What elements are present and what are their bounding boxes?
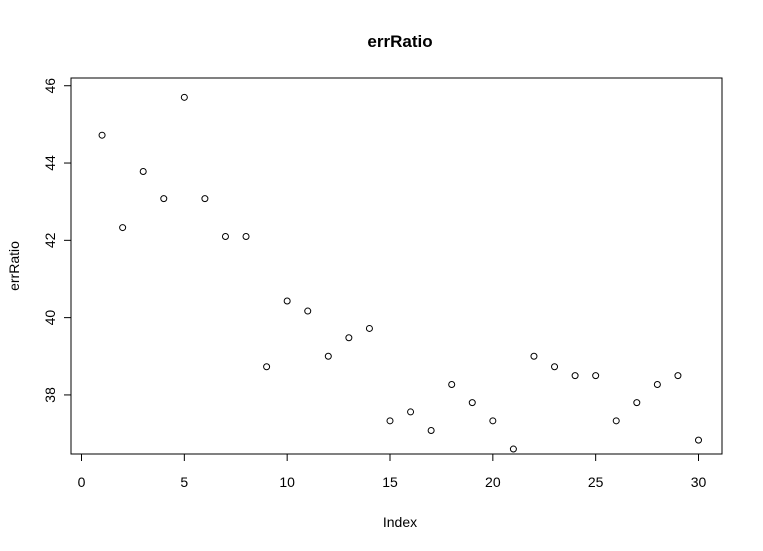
x-tick-label: 30 <box>691 474 707 490</box>
data-points <box>98 93 702 453</box>
y-tick-label: 42 <box>42 232 58 248</box>
data-point <box>674 372 682 380</box>
data-point <box>221 232 229 240</box>
data-point <box>180 93 188 101</box>
x-axis: 0 5 10 15 20 25 30 <box>78 453 707 490</box>
data-point <box>592 372 600 380</box>
data-point <box>119 224 127 232</box>
data-point <box>695 436 702 444</box>
y-axis-label: errRatio <box>6 241 22 291</box>
data-point <box>139 168 147 176</box>
data-point <box>530 352 538 360</box>
data-point <box>448 380 456 388</box>
data-point <box>551 363 559 371</box>
x-tick-label: 25 <box>588 474 604 490</box>
data-point <box>612 417 620 425</box>
data-point <box>509 445 517 453</box>
x-tick-label: 20 <box>485 474 501 490</box>
data-point <box>407 408 415 416</box>
data-point <box>98 131 106 139</box>
data-point <box>263 363 271 371</box>
data-point <box>304 307 312 315</box>
data-point <box>283 297 291 305</box>
data-point <box>160 195 168 203</box>
y-tick-label: 44 <box>42 155 58 171</box>
data-point <box>489 417 497 425</box>
data-point <box>571 372 579 380</box>
y-tick-label: 38 <box>42 387 58 403</box>
y-axis: 38 40 42 44 46 <box>42 78 72 403</box>
x-tick-label: 5 <box>180 474 188 490</box>
data-point <box>201 195 209 203</box>
data-point <box>324 352 332 360</box>
data-point <box>427 426 435 434</box>
y-tick-label: 46 <box>42 78 58 94</box>
y-tick-label: 40 <box>42 310 58 326</box>
x-axis-label: Index <box>383 514 417 530</box>
data-point <box>633 399 641 407</box>
x-tick-label: 15 <box>382 474 398 490</box>
data-point <box>653 380 661 388</box>
data-point <box>365 324 373 332</box>
data-point <box>242 232 250 240</box>
data-point <box>345 334 353 342</box>
x-tick-label: 0 <box>78 474 86 490</box>
chart-title: errRatio <box>367 32 432 51</box>
data-point <box>468 399 476 407</box>
x-tick-label: 10 <box>279 474 295 490</box>
data-point <box>386 417 394 425</box>
